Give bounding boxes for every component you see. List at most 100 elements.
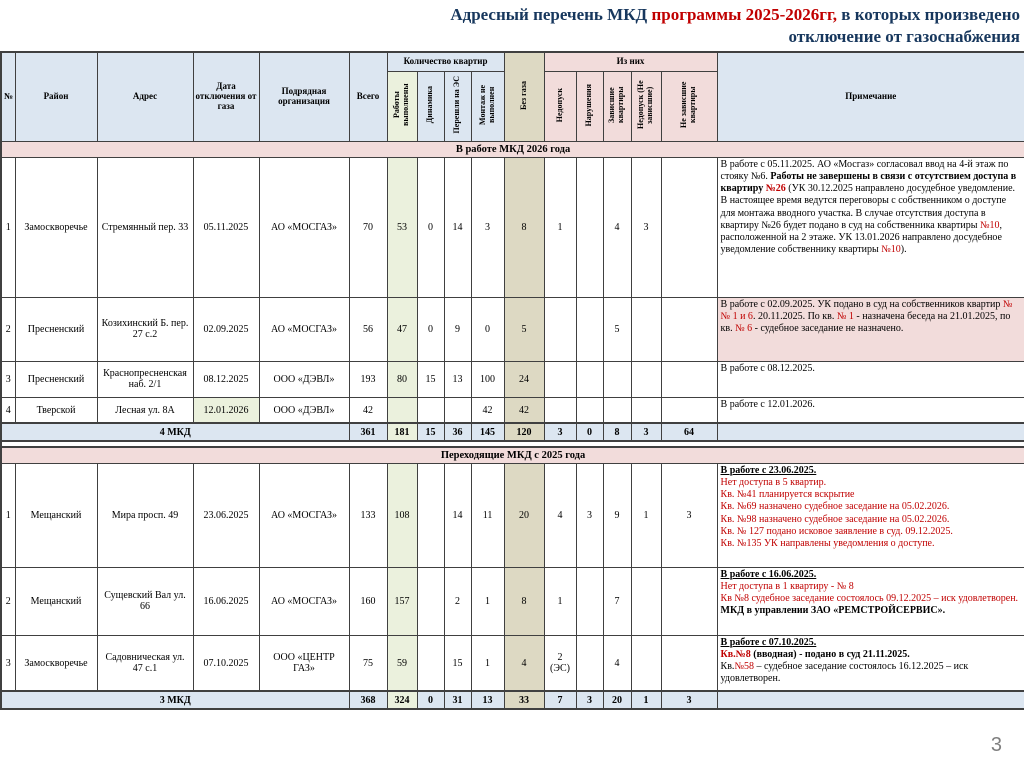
district-cell: Тверской <box>14 396 98 424</box>
table-row: 2 Пресненский Козихинский Б. пер. 27 с.2 02… <box>0 296 1024 362</box>
summary-value: 64 <box>660 422 718 443</box>
row-number: 3 <box>0 360 16 398</box>
col-header-dynamics: Динамика <box>416 71 445 142</box>
note-cell: В работе с 16.06.2025. Нет доступа в 1 кв… <box>716 566 1024 636</box>
value-cell: 3 <box>660 462 718 568</box>
value-cell <box>575 156 604 298</box>
summary-value: 3 <box>660 690 718 711</box>
value-cell <box>660 566 718 636</box>
table-body: В работе МКД 2026 года 1 Замоскворечье Стре… <box>0 140 1024 711</box>
summary-value: 13 <box>470 690 505 711</box>
value-cell <box>575 396 604 424</box>
row-number: 2 <box>0 566 16 636</box>
date-cell: 07.10.2025 <box>192 634 260 692</box>
contractor-cell: АО «МОСГАЗ» <box>258 156 350 298</box>
title-text-red: программы 2025-2026гг, <box>651 5 838 24</box>
date-cell: 02.09.2025 <box>192 296 260 362</box>
date-cell: 16.06.2025 <box>192 566 260 636</box>
value-cell: 7 <box>602 566 632 636</box>
total-cell: 75 <box>348 634 388 692</box>
total-cell: 42 <box>348 396 388 424</box>
row-number: 4 <box>0 396 16 424</box>
value-cell: 53 <box>386 156 418 298</box>
section-title: Переходящие МКД с 2025 года <box>0 446 1024 464</box>
value-cell: 2 <box>443 566 472 636</box>
address-cell: Краснопресненская наб. 2/1 <box>96 360 194 398</box>
note-line: Кв. №69 назначено судебное заседание на … <box>720 501 950 513</box>
table-row: 3 Пресненский Краснопресненская наб. 2/1 08… <box>0 360 1024 398</box>
note-cell: В работе с 23.06.2025. Нет доступа в 5 кв… <box>716 462 1024 568</box>
contractor-cell: ООО «ДЭВЛ» <box>258 396 350 424</box>
note-line: Нет доступа в 5 квартир. <box>720 477 827 489</box>
value-cell: 4 <box>602 156 632 298</box>
value-cell: 9 <box>602 462 632 568</box>
summary-value: 33 <box>503 690 545 711</box>
col-header-not-stuck-apartments: Не зависшие квартиры <box>660 71 718 142</box>
contractor-cell: ООО «ДЭВЛ» <box>258 360 350 398</box>
value-cell: 3 <box>630 156 662 298</box>
spacer-cell <box>0 440 1024 449</box>
summary-value: 145 <box>470 422 505 443</box>
value-cell: 1 <box>470 566 505 636</box>
total-cell: 193 <box>348 360 388 398</box>
summary-total: 368 <box>348 690 388 711</box>
table-row: 1 Замоскворечье Стремянный пер. 33 05.11.20… <box>0 156 1024 298</box>
summary-value: 1 <box>630 690 662 711</box>
value-cell: 59 <box>386 634 418 692</box>
contractor-cell: АО «МОСГАЗ» <box>258 566 350 636</box>
value-cell: 108 <box>386 462 418 568</box>
total-cell: 160 <box>348 566 388 636</box>
value-cell: 0 <box>416 296 445 362</box>
summary-value: 31 <box>443 690 472 711</box>
district-cell: Пресненский <box>14 360 98 398</box>
col-header-total: Всего <box>348 51 388 142</box>
value-cell: 9 <box>443 296 472 362</box>
page-title: Адресный перечень МКД программы 2025-202… <box>0 0 1024 51</box>
contractor-cell: АО «МОСГАЗ» <box>258 462 350 568</box>
col-header-no-access-not-stuck: Недопуск (Не зависшие) <box>630 71 662 142</box>
note-line: Кв №8 судебное заседание состоялось 09.1… <box>720 593 1019 605</box>
value-cell <box>660 634 718 692</box>
value-cell <box>660 296 718 362</box>
table-row: 4 Тверской Лесная ул. 8А 12.01.2026 ООО «ДЭВ… <box>0 396 1024 424</box>
district-cell: Замоскворечье <box>14 634 98 692</box>
date-cell: 08.12.2025 <box>192 360 260 398</box>
col-header-date: Дата отключения от газа <box>192 51 260 142</box>
col-header-violations: Нарушения <box>575 71 604 142</box>
col-header-install-not-done: Монтаж не выполнен <box>470 71 505 142</box>
section-header-row: В работе МКД 2026 года <box>0 140 1024 158</box>
district-cell: Замоскворечье <box>14 156 98 298</box>
value-cell <box>575 296 604 362</box>
col-header-district: Район <box>14 51 98 142</box>
note-line: МКД в управлении ЗАО «РЕМСТРОЙСЕРВИС». <box>720 605 946 617</box>
address-cell: Мира просп. 49 <box>96 462 194 568</box>
value-cell <box>660 156 718 298</box>
value-cell: 0 <box>416 156 445 298</box>
summary-value: 324 <box>386 690 418 711</box>
value-cell <box>416 634 445 692</box>
address-cell: Стремянный пер. 33 <box>96 156 194 298</box>
address-cell: Садовническая ул. 47 с.1 <box>96 634 194 692</box>
title-text-1: Адресный перечень МКД <box>450 5 652 24</box>
note-line: В работе с 07.10.2025. <box>720 636 817 648</box>
value-cell: 20 <box>503 462 545 568</box>
district-cell: Мещанский <box>14 566 98 636</box>
summary-value: 120 <box>503 422 545 443</box>
summary-value: 36 <box>443 422 472 443</box>
row-number: 3 <box>0 634 16 692</box>
row-number: 1 <box>0 462 16 568</box>
value-cell: 2 (ЭС) <box>543 634 577 692</box>
col-header-switched-to-es: Перешли на ЭС <box>443 71 472 142</box>
section-title: В работе МКД 2026 года <box>0 140 1024 158</box>
summary-value: 8 <box>602 422 632 443</box>
row-number: 1 <box>0 156 16 298</box>
total-cell: 133 <box>348 462 388 568</box>
value-cell: 157 <box>386 566 418 636</box>
value-cell: 8 <box>503 156 545 298</box>
note-line: В работе с 05.11.2025. АО «Мосгаз» согла… <box>720 158 1017 256</box>
summary-row: 3 МКД 368 324 0 31 13 33 7 3 20 1 3 <box>0 690 1024 711</box>
contractor-cell: АО «МОСГАЗ» <box>258 296 350 362</box>
summary-label: 3 МКД <box>0 690 350 711</box>
summary-label: 4 МКД <box>0 422 350 443</box>
note-line: Кв.№58 – судебное заседание состоялось 1… <box>720 661 969 685</box>
